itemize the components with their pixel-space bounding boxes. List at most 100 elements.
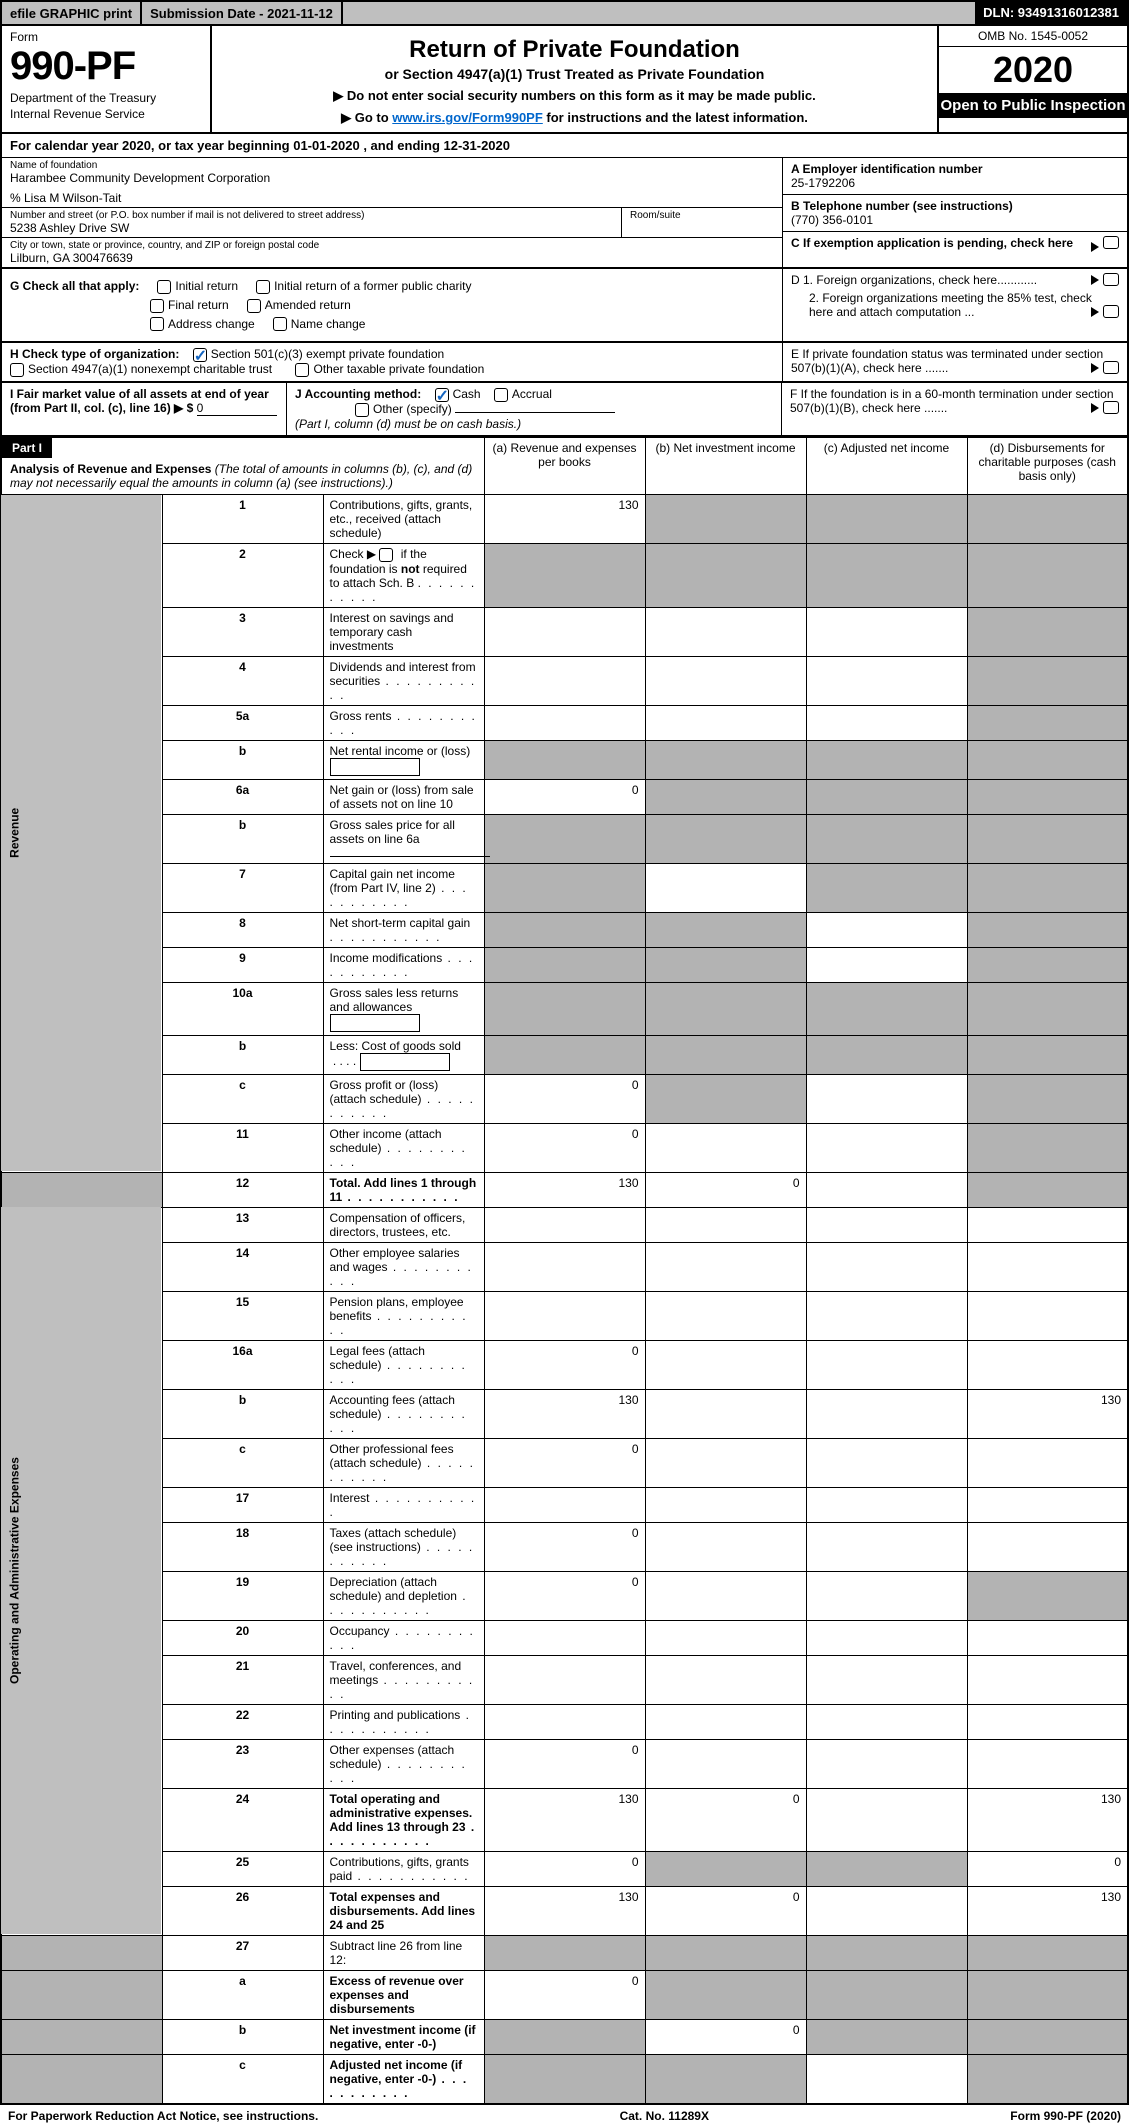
goto-post: for instructions and the latest informat… bbox=[543, 110, 808, 125]
cell-shaded bbox=[645, 494, 806, 543]
f-checkbox[interactable] bbox=[1103, 401, 1119, 414]
row-desc: Subtract line 26 from line 12: bbox=[323, 1935, 484, 1970]
form990pf-link[interactable]: www.irs.gov/Form990PF bbox=[392, 110, 543, 125]
addr-label: Number and street (or P.O. box number if… bbox=[10, 210, 613, 221]
part1-badge: Part I bbox=[2, 438, 52, 458]
form-id-block: Form 990-PF Department of the Treasury I… bbox=[2, 26, 212, 132]
arrow-icon bbox=[1091, 275, 1099, 285]
address-change-label: Address change bbox=[168, 317, 255, 331]
other-specify-input[interactable] bbox=[455, 412, 615, 413]
initial-return-checkbox[interactable] bbox=[157, 280, 171, 294]
accrual-checkbox[interactable] bbox=[494, 388, 508, 402]
row-num: 13 bbox=[162, 1207, 323, 1242]
phone-value: (770) 356-0101 bbox=[791, 213, 873, 227]
4947a1-checkbox[interactable] bbox=[10, 363, 24, 377]
f-label: F If the foundation is in a 60-month ter… bbox=[790, 387, 1114, 415]
gross-sales-allow-input[interactable] bbox=[330, 1014, 420, 1032]
dept-treasury: Department of the Treasury bbox=[10, 91, 202, 105]
d2-checkbox[interactable] bbox=[1103, 305, 1119, 318]
section-h-e: H Check type of organization: Section 50… bbox=[0, 343, 1129, 383]
amended-return-checkbox[interactable] bbox=[247, 299, 261, 313]
row-num: 1 bbox=[162, 494, 323, 543]
r12-a: 130 bbox=[484, 1172, 645, 1207]
row-num: 15 bbox=[162, 1291, 323, 1340]
dln-label: DLN: 93491316012381 bbox=[975, 2, 1127, 24]
d1-checkbox[interactable] bbox=[1103, 273, 1119, 286]
topbar-fill bbox=[343, 2, 975, 24]
501c3-checkbox[interactable] bbox=[193, 348, 207, 362]
city-state-zip: Lilburn, GA 300476639 bbox=[10, 251, 774, 265]
form-word: Form bbox=[10, 30, 202, 44]
form-number: 990-PF bbox=[10, 44, 202, 89]
amended-return-label: Amended return bbox=[265, 298, 351, 312]
i-value: 0 bbox=[197, 401, 277, 416]
row-num: 16a bbox=[162, 1340, 323, 1389]
schb-checkbox[interactable] bbox=[379, 548, 393, 562]
form-ref: Form 990-PF (2020) bbox=[1010, 2109, 1121, 2123]
r26-b: 0 bbox=[645, 1886, 806, 1935]
r16a-a: 0 bbox=[484, 1340, 645, 1389]
j-note: (Part I, column (d) must be on cash basi… bbox=[295, 417, 521, 431]
street-address: 5238 Ashley Drive SW bbox=[10, 221, 613, 235]
e-checkbox[interactable] bbox=[1103, 361, 1119, 374]
row-desc: Other expenses (attach schedule) bbox=[323, 1739, 484, 1788]
col-b-header: (b) Net investment income bbox=[645, 437, 806, 494]
row-num: c bbox=[162, 2054, 323, 2104]
row-desc: Capital gain net income (from Part IV, l… bbox=[323, 863, 484, 912]
cogs-input[interactable] bbox=[360, 1053, 450, 1071]
row-num: 17 bbox=[162, 1487, 323, 1522]
row-desc: Printing and publications bbox=[323, 1704, 484, 1739]
row-desc: Other income (attach schedule) bbox=[323, 1123, 484, 1172]
row-desc: Legal fees (attach schedule) bbox=[323, 1340, 484, 1389]
address-change-checkbox[interactable] bbox=[150, 317, 164, 331]
r25-d: 0 bbox=[967, 1851, 1128, 1886]
r16b-a: 130 bbox=[484, 1389, 645, 1438]
row-num: 3 bbox=[162, 607, 323, 656]
r27b-b: 0 bbox=[645, 2019, 806, 2054]
exemption-checkbox[interactable] bbox=[1103, 236, 1119, 249]
irs-label: Internal Revenue Service bbox=[10, 107, 202, 121]
other-taxable-checkbox[interactable] bbox=[295, 363, 309, 377]
paperwork-notice: For Paperwork Reduction Act Notice, see … bbox=[8, 2109, 318, 2123]
tax-year: 2020 bbox=[939, 47, 1127, 93]
row-num: 19 bbox=[162, 1571, 323, 1620]
row-num: 10a bbox=[162, 982, 323, 1035]
goto-pre: ▶ Go to bbox=[341, 110, 392, 125]
r16c-a: 0 bbox=[484, 1438, 645, 1487]
row-num: 11 bbox=[162, 1123, 323, 1172]
row-num: 12 bbox=[162, 1172, 323, 1207]
gross-sales-input[interactable] bbox=[330, 856, 490, 857]
g-label: G Check all that apply: bbox=[10, 279, 139, 293]
row-desc: Net short-term capital gain bbox=[323, 912, 484, 947]
row-desc: Gross sales price for all assets on line… bbox=[323, 814, 484, 863]
entity-info: Name of foundation Harambee Community De… bbox=[0, 158, 1129, 269]
phone-label: B Telephone number (see instructions) bbox=[791, 199, 1013, 213]
row-desc: Gross rents bbox=[323, 705, 484, 740]
final-return-checkbox[interactable] bbox=[150, 299, 164, 313]
ein-value: 25-1792206 bbox=[791, 176, 855, 190]
r16b-d: 130 bbox=[967, 1389, 1128, 1438]
net-rental-input[interactable] bbox=[330, 758, 420, 776]
efile-print-button[interactable]: efile GRAPHIC print bbox=[2, 2, 142, 24]
submission-date-button[interactable]: Submission Date - 2021-11-12 bbox=[142, 2, 343, 24]
row-desc: Other professional fees (attach schedule… bbox=[323, 1438, 484, 1487]
row-num: 9 bbox=[162, 947, 323, 982]
j-label: J Accounting method: bbox=[295, 387, 421, 401]
row-num: 14 bbox=[162, 1242, 323, 1291]
name-change-checkbox[interactable] bbox=[273, 317, 287, 331]
row-num: 25 bbox=[162, 1851, 323, 1886]
arrow-icon bbox=[1091, 403, 1099, 413]
cash-checkbox[interactable] bbox=[435, 388, 449, 402]
initial-former-checkbox[interactable] bbox=[256, 280, 270, 294]
other-taxable-label: Other taxable private foundation bbox=[313, 362, 484, 376]
row-desc: Gross profit or (loss) (attach schedule) bbox=[323, 1074, 484, 1123]
row-desc: Net rental income or (loss) bbox=[323, 740, 484, 779]
other-method-checkbox[interactable] bbox=[355, 403, 369, 417]
r27a-a: 0 bbox=[484, 1970, 645, 2019]
form-subtitle: or Section 4947(a)(1) Trust Treated as P… bbox=[222, 66, 927, 82]
row-num: b bbox=[162, 814, 323, 863]
row-num: 21 bbox=[162, 1655, 323, 1704]
r12-b: 0 bbox=[645, 1172, 806, 1207]
row-num: 27 bbox=[162, 1935, 323, 1970]
row-num: 7 bbox=[162, 863, 323, 912]
